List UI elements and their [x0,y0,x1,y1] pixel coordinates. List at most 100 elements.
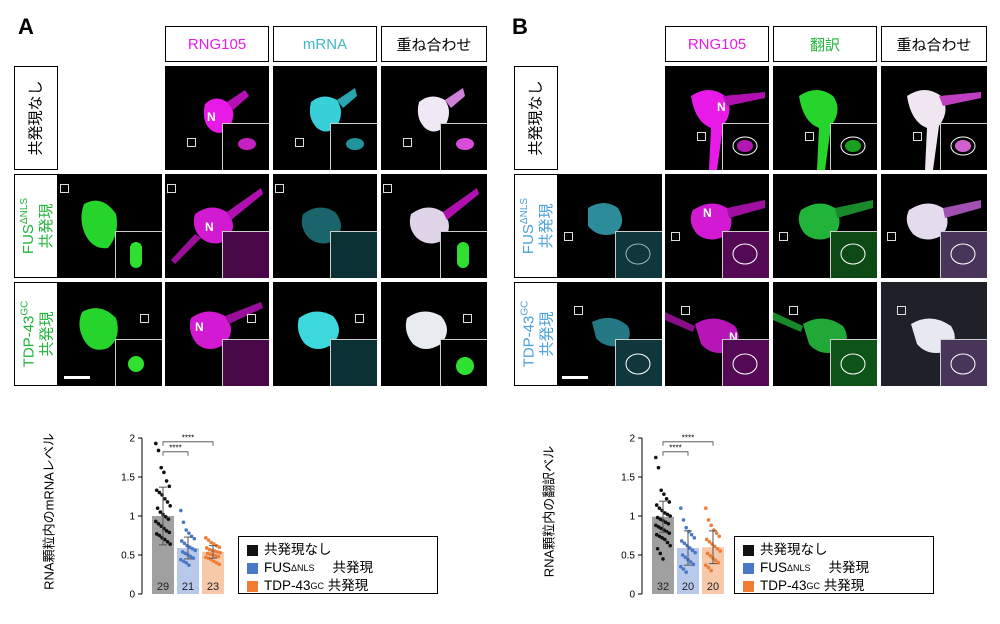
chart-a-point-1-15 [188,554,193,559]
chart-a-point-0-13 [158,510,163,514]
panel-a-roi-box-11 [463,314,472,323]
chart-b-n-label-1: 20 [682,581,694,593]
panel-b-roi-box-10 [789,306,798,315]
chart-b-point-2-15 [713,558,718,563]
panel-a-image-none-rng105: N [165,66,269,170]
chart-a-point-1-11 [193,548,197,553]
chart-a-point-0-5 [167,484,172,489]
chart-b-point-2-12 [705,551,710,556]
panel-a-roi-box-5 [167,184,176,193]
chart-a-ylabel: RNA顆粒内のmRNAレベル [41,433,57,590]
panel-b-inset-8 [615,339,662,386]
chart-a-point-2-9 [213,549,217,553]
chart-b-point-2-0 [704,506,708,510]
chart-a-sig-label-1: **** [182,433,194,442]
panel-a-image-tdp-merge [381,282,487,386]
panel-b-row-label-none-text: 共発現なし [527,80,545,156]
panel-b-image-tdp-merge [881,282,987,386]
chart-a-legend-item-fus: FUS ΔNLS 共発現 [247,559,429,577]
chart-b-point-1-16 [691,562,696,567]
chart-a-point-0-3 [162,470,166,475]
chart-b-bar-1 [677,547,699,594]
chart-b-point-0-26 [663,537,667,542]
chart-a-point-1-0 [179,508,183,513]
chart-a-point-1-17 [179,557,183,562]
chart-b-point-1-13 [683,555,688,560]
chart-b-point-0-4 [664,497,669,501]
panel-b-roi-box-2 [805,132,814,141]
chart-a-point-0-24 [157,533,162,538]
panel-a-scale-bar [64,376,90,379]
chart-b-legend-swatch-orange [743,580,754,592]
chart-b-legend-swatch-blue [743,562,754,574]
chart-b-point-0-19 [659,526,663,531]
panel-a-roi-box-3 [403,138,412,147]
panel-a-roi-box-2 [295,138,304,147]
chart-b-point-0-11 [668,514,672,518]
chart-b-point-1-2 [684,525,688,530]
chart-a-legend-swatch-black [247,544,258,556]
panel-a-image-fus-merge [381,174,487,278]
chart-b-sig-bracket-1 [662,441,714,446]
chart-b-ytick-label-4: 2 [629,434,635,445]
chart-a-point-2-16 [216,554,221,559]
chart-b-point-0-3 [662,492,666,496]
chart-a-point-2-18 [206,556,211,560]
panel-b-roi-box-6 [779,232,788,241]
chart-a-point-2-17 [204,555,208,560]
chart-b-sig-bracket-0 [662,451,689,456]
chart-b-point-1-1 [681,518,686,522]
panel-a-nucleus-label-3: N [195,320,204,334]
chart-b-sig-label-1: **** [682,433,694,442]
chart-b-ytick-label-2: 1 [629,512,635,523]
chart-a-legend-item-tdp: TDP-43 GC 共発現 [247,577,429,595]
chart-b-point-0-13 [658,517,663,521]
chart-b-point-2-17 [704,563,708,567]
panel-a-inset-10 [330,339,377,386]
chart-a-point-1-18 [181,559,186,564]
chart-a-point-2-10 [215,550,220,554]
panel-a-col-header-merge: 重ね合わせ [381,26,487,62]
chart-a-bar-2 [202,551,224,594]
panel-a-roi-box-6 [275,184,284,193]
panel-a-inset-4 [115,231,162,278]
chart-b-legend-item-tdp: TDP-43 GC 共発現 [743,577,925,595]
chart-a-point-1-7 [182,541,187,546]
chart-b-point-0-16 [666,522,671,526]
chart-a-point-0-18 [156,522,161,526]
chart-a-ytick-label-0: 0 [129,590,135,601]
panel-b-inset-5 [722,231,769,278]
chart-a-point-2-0 [204,536,208,540]
chart-b-point-0-6 [654,503,659,507]
panel-b-roi-box-9 [681,306,690,315]
chart-a-point-2-7 [207,547,212,552]
panel-b-row-label-none: 共発現なし [514,66,558,170]
chart-a-n-label-1: 21 [182,581,194,593]
chart-a-point-0-2 [159,465,163,470]
chart-b-point-2-7 [707,539,712,544]
panel-b-image-fus-rng105: N [665,174,769,278]
chart-a-point-2-15 [213,553,218,558]
panel-a-nucleus-label-1: N [207,110,216,124]
chart-a-point-2-22 [217,562,222,567]
chart-a-point-0-17 [154,519,158,524]
chart-a-point-0-26 [163,537,167,542]
chart-b-ylabel: RNA顆粒内の翻訳ベル [541,445,557,578]
chart-b-point-1-18 [681,567,686,571]
panel-b-nucleus-label-2: N [703,206,712,220]
chart-b-point-2-13 [708,553,713,558]
chart-b-point-0-18 [656,525,661,529]
chart-a-sig-label-0: **** [169,443,181,452]
chart-a-point-0-21 [164,529,169,533]
panel-a-row-label-fus: FUSΔNLS 共発現 [14,174,58,278]
chart-a-point-2-21 [214,561,219,565]
chart-a-point-2-3 [212,542,216,546]
chart-b-point-2-6 [704,537,709,542]
chart-a-ytick-label-2: 1 [129,512,135,523]
panel-b-image-tdp-cotransfect [558,282,662,386]
panel-a-roi-box-4 [60,184,69,193]
chart-b-point-0-23 [654,532,659,537]
panel-a-inset-8 [115,339,162,386]
chart-b-legend-item-fus: FUS ΔNLS 共発現 [743,559,925,577]
chart-b-point-2-19 [709,568,713,573]
